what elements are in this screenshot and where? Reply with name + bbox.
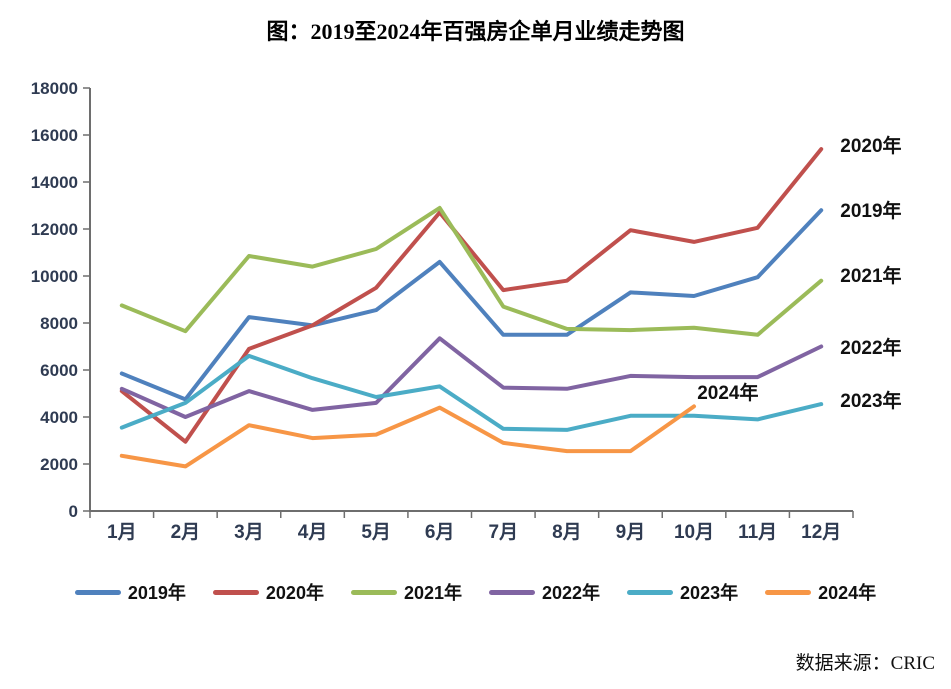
legend-label: 2021年 [403, 583, 462, 603]
legend-label: 2022年 [542, 583, 601, 603]
series-label-2024年: 2024年 [697, 381, 758, 404]
series-line-2023年 [119, 353, 824, 432]
y-axis-label: 10000 [31, 267, 78, 286]
y-axis-label: 18000 [31, 79, 78, 98]
x-axis-label: 12月 [801, 522, 841, 543]
legend-item-2020年: 2020年 [212, 579, 324, 605]
x-axis-label: 2月 [171, 522, 201, 543]
x-axis-label: 3月 [234, 522, 264, 543]
series-line-2024年 [119, 404, 696, 469]
legend-swatch-icon [74, 589, 121, 595]
legend-swatch-icon [212, 589, 259, 595]
series-label-2019年: 2019年 [840, 199, 901, 222]
x-axis-label: 10月 [674, 522, 714, 543]
legend-item-2023年: 2023年 [627, 579, 738, 605]
y-axis-label: 14000 [31, 173, 78, 192]
legend-swatch-icon [627, 589, 674, 595]
legend-swatch-icon [765, 589, 812, 595]
chart-legend: 2019年 2020年 2021年 2022年 2023年 2024年 [0, 579, 951, 605]
y-axis-label: 8000 [40, 314, 78, 333]
y-axis-label: 16000 [31, 126, 78, 145]
legend-label: 2024年 [818, 583, 877, 603]
series-label-2020年: 2020年 [840, 134, 901, 157]
chart-title: 图：2019至2024年百强房企单月业绩走势图 [266, 19, 685, 44]
y-axis-label: 4000 [40, 408, 78, 427]
legend-label: 2023年 [680, 583, 739, 603]
y-axis-label: 6000 [40, 361, 78, 380]
x-axis-label: 9月 [616, 522, 646, 543]
legend-label: 2019年 [127, 583, 186, 603]
y-axis-label: 12000 [31, 220, 78, 239]
x-axis-label: 5月 [361, 522, 391, 543]
x-axis-label: 7月 [489, 522, 519, 543]
x-axis-label: 8月 [552, 522, 582, 543]
x-axis-label: 4月 [298, 522, 328, 543]
y-axis-label: 2000 [40, 455, 78, 474]
x-axis-label: 1月 [107, 522, 137, 543]
series-line-2022年 [119, 336, 824, 419]
legend-item-2021年: 2021年 [350, 579, 462, 605]
legend-swatch-icon [489, 589, 535, 595]
y-axis-label: 0 [69, 502, 78, 521]
x-axis-label: 11月 [738, 522, 777, 543]
series-line-2021年 [119, 205, 824, 337]
series-label-2021年: 2021年 [840, 264, 901, 287]
legend-item-2019年: 2019年 [74, 579, 186, 605]
x-axis-label: 6月 [425, 522, 455, 543]
legend-item-2022年: 2022年 [489, 579, 600, 605]
series-label-2022年: 2022年 [840, 336, 901, 359]
legend-swatch-icon [350, 589, 397, 595]
source-note: 数据来源：CRIC [795, 653, 935, 674]
series-line-2019年 [119, 208, 824, 402]
legend-label: 2020年 [265, 583, 324, 603]
legend-item-2024年: 2024年 [765, 579, 876, 605]
series-label-2023年: 2023年 [840, 389, 901, 412]
